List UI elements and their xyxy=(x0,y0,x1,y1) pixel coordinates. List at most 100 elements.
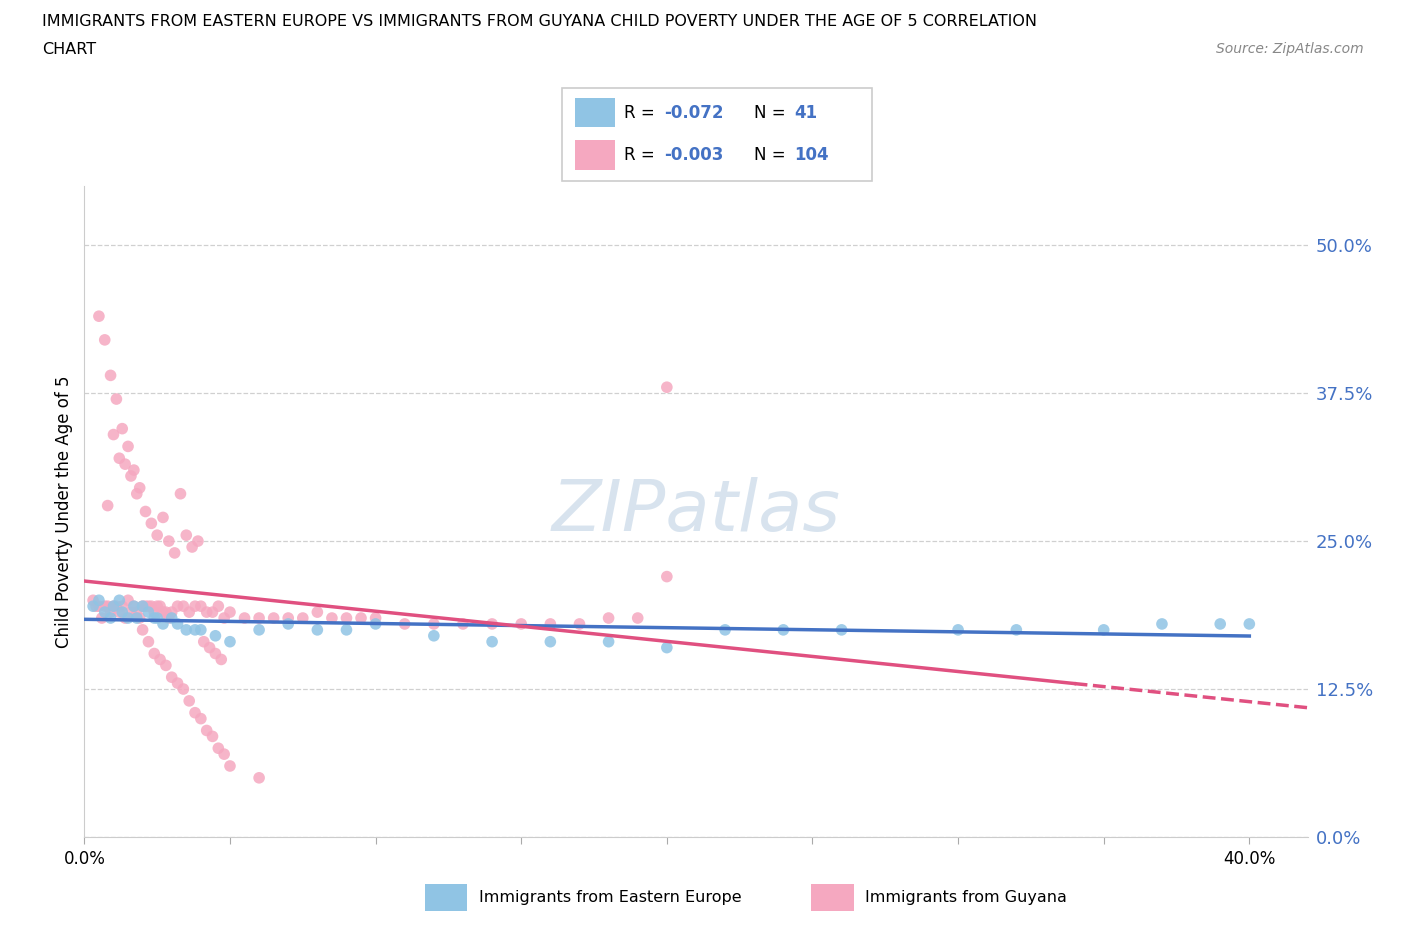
Point xyxy=(143,611,166,626)
Point xyxy=(598,634,620,649)
Point xyxy=(219,604,242,619)
Point xyxy=(149,599,172,614)
Point xyxy=(166,617,188,631)
Point xyxy=(141,516,163,531)
Point xyxy=(131,599,153,614)
Point xyxy=(219,634,242,649)
Point xyxy=(111,604,134,619)
Point xyxy=(93,599,115,614)
Point xyxy=(714,622,737,637)
Point xyxy=(100,604,122,619)
Bar xyxy=(575,98,614,127)
Text: IMMIGRANTS FROM EASTERN EUROPE VS IMMIGRANTS FROM GUYANA CHILD POVERTY UNDER THE: IMMIGRANTS FROM EASTERN EUROPE VS IMMIGR… xyxy=(42,14,1038,29)
Point xyxy=(179,604,201,619)
Point xyxy=(195,723,218,737)
Point xyxy=(568,617,591,631)
Point xyxy=(82,592,104,607)
Point xyxy=(149,652,172,667)
Point xyxy=(84,599,107,614)
Point xyxy=(143,646,166,661)
Point xyxy=(772,622,794,637)
Point xyxy=(219,759,242,774)
Text: CHART: CHART xyxy=(42,42,96,57)
Point xyxy=(209,652,232,667)
Text: -0.003: -0.003 xyxy=(665,146,724,165)
Point xyxy=(117,592,139,607)
Point xyxy=(103,599,125,614)
Point xyxy=(598,611,620,626)
Point xyxy=(117,611,139,626)
Point xyxy=(131,599,153,614)
Point xyxy=(128,611,150,626)
Point xyxy=(166,599,188,614)
Point xyxy=(1150,617,1173,631)
Point xyxy=(1239,617,1261,631)
Point xyxy=(538,617,561,631)
Point xyxy=(108,451,131,466)
Point xyxy=(114,457,136,472)
Point xyxy=(481,634,503,649)
Point xyxy=(122,462,145,477)
Point xyxy=(207,741,229,756)
Point xyxy=(138,599,160,614)
Point xyxy=(1092,622,1115,637)
Point xyxy=(169,486,191,501)
Point xyxy=(87,309,110,324)
Point xyxy=(108,604,131,619)
Point xyxy=(204,629,226,644)
Bar xyxy=(575,140,614,170)
Point xyxy=(157,611,180,626)
Point xyxy=(93,604,115,619)
Text: N =: N = xyxy=(754,146,792,165)
Point xyxy=(247,622,270,637)
Point xyxy=(87,592,110,607)
Text: ZIPatlas: ZIPatlas xyxy=(551,477,841,546)
Point xyxy=(263,611,285,626)
Point xyxy=(174,527,197,542)
Point xyxy=(87,599,110,614)
Point xyxy=(423,629,446,644)
Text: -0.072: -0.072 xyxy=(665,103,724,122)
Point xyxy=(321,611,343,626)
Point xyxy=(1209,617,1232,631)
Point xyxy=(93,332,115,347)
Y-axis label: Child Poverty Under the Age of 5: Child Poverty Under the Age of 5 xyxy=(55,375,73,648)
Point xyxy=(307,604,329,619)
Point xyxy=(163,546,186,561)
Point xyxy=(481,617,503,631)
Point xyxy=(108,592,131,607)
Point xyxy=(184,705,207,720)
Point xyxy=(160,670,183,684)
Point xyxy=(181,539,204,554)
Point xyxy=(277,611,299,626)
Point xyxy=(277,617,299,631)
Bar xyxy=(425,884,467,911)
Point xyxy=(655,569,678,584)
Text: N =: N = xyxy=(754,103,792,122)
Point xyxy=(174,622,197,637)
Point xyxy=(1005,622,1028,637)
Point xyxy=(131,622,153,637)
Point xyxy=(103,427,125,442)
Text: Immigrants from Eastern Europe: Immigrants from Eastern Europe xyxy=(479,890,741,905)
Point xyxy=(125,604,148,619)
Point xyxy=(122,599,145,614)
Point xyxy=(143,604,166,619)
Point xyxy=(157,534,180,549)
Point xyxy=(160,604,183,619)
Point xyxy=(105,392,128,406)
Point xyxy=(247,770,270,785)
Point xyxy=(510,617,533,631)
Point xyxy=(152,510,174,525)
Point xyxy=(155,604,177,619)
Point xyxy=(111,599,134,614)
Point xyxy=(190,599,212,614)
Bar xyxy=(811,884,853,911)
Point xyxy=(100,368,122,383)
Text: Source: ZipAtlas.com: Source: ZipAtlas.com xyxy=(1216,42,1364,56)
Point xyxy=(627,611,650,626)
Point xyxy=(146,599,169,614)
Text: Immigrants from Guyana: Immigrants from Guyana xyxy=(866,890,1067,905)
Point xyxy=(831,622,853,637)
Point xyxy=(190,711,212,726)
